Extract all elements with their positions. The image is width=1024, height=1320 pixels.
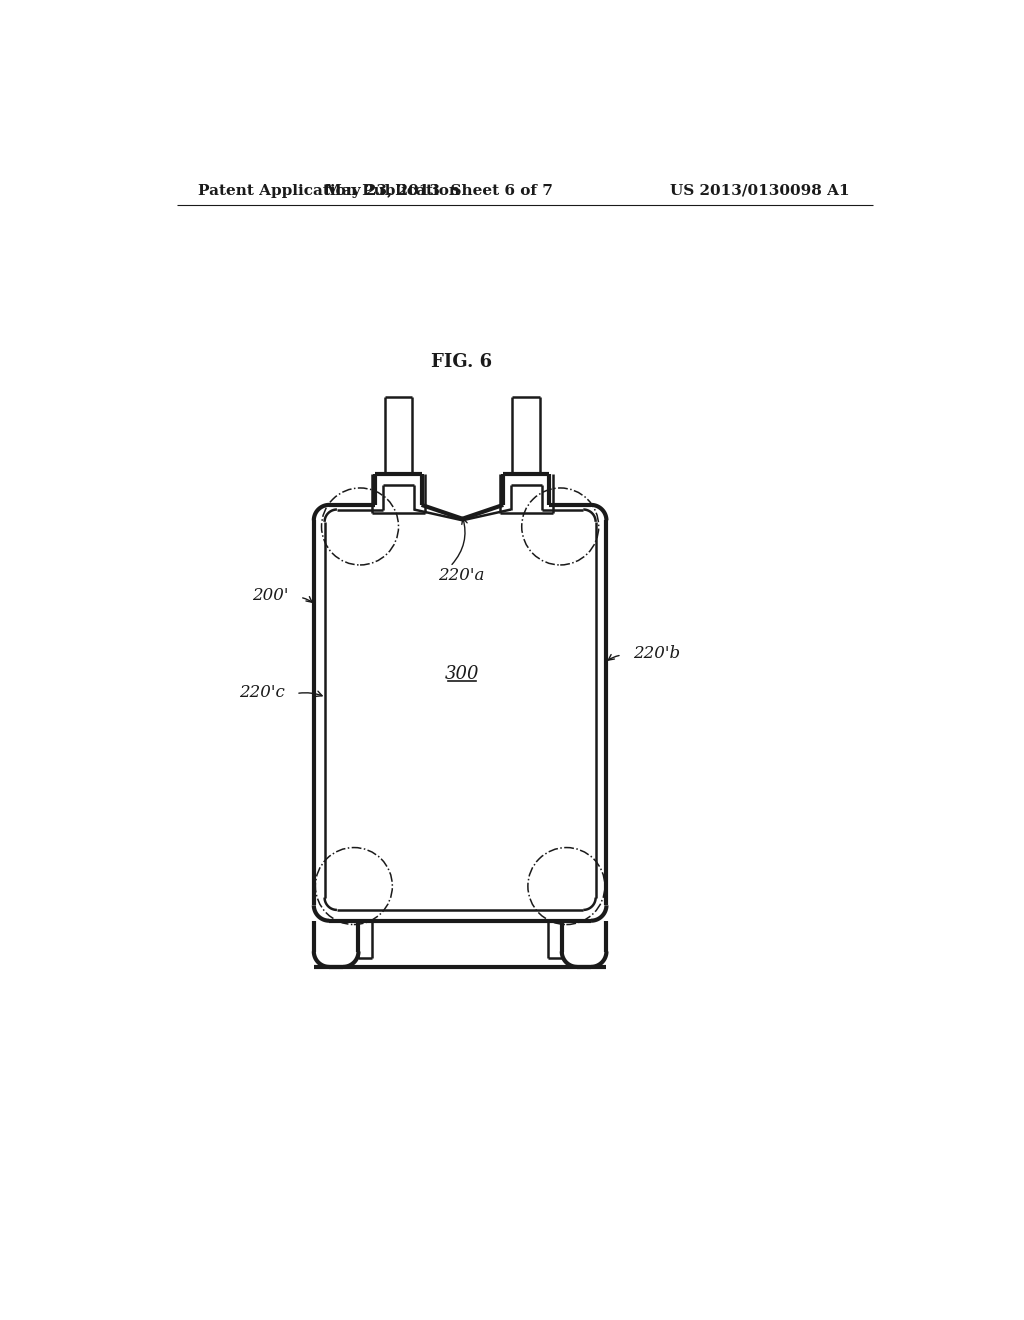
Text: US 2013/0130098 A1: US 2013/0130098 A1 — [670, 183, 849, 198]
Text: 200': 200' — [252, 587, 289, 605]
Text: Patent Application Publication: Patent Application Publication — [199, 183, 461, 198]
Text: 220'a: 220'a — [438, 568, 484, 585]
Text: 220'b: 220'b — [634, 645, 681, 663]
Text: 220'c: 220'c — [239, 684, 285, 701]
Text: FIG. 6: FIG. 6 — [431, 354, 493, 371]
Text: 300: 300 — [444, 665, 479, 684]
Text: May 23, 2013  Sheet 6 of 7: May 23, 2013 Sheet 6 of 7 — [325, 183, 553, 198]
